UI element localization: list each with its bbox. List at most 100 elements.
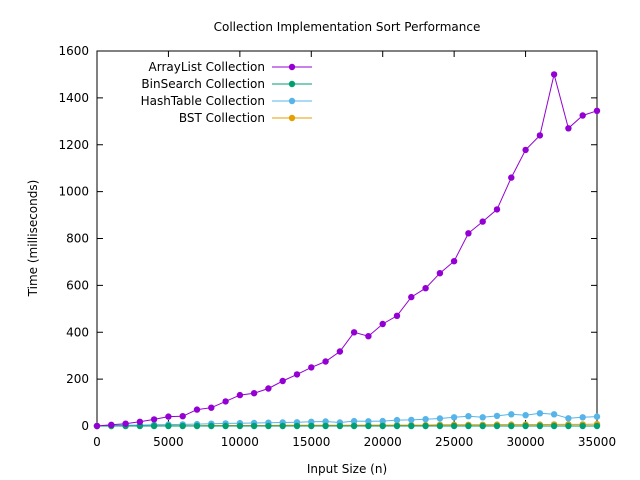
data-point [465,230,472,237]
data-point [479,218,486,225]
x-tick-label: 20000 [364,435,402,449]
y-axis-ticks: 0 200 400 600 800 1000 1200 1400 1600 [58,44,597,433]
data-point [436,415,444,422]
legend-marker [288,97,296,105]
series-line [96,74,598,427]
data-point [450,414,458,421]
legend-marker [288,80,296,88]
data-point [322,418,329,425]
data-point [350,329,358,336]
data-point [379,320,386,328]
legend: ArrayList Collection BinSearch Collection… [141,60,312,125]
data-point [165,422,172,430]
data-point [193,422,201,430]
data-point [250,390,258,397]
data-point [508,422,515,430]
data-point [536,422,544,430]
data-point [208,422,215,430]
y-tick-label: 600 [66,278,89,292]
x-tick-label: 25000 [435,435,473,449]
data-point [450,258,458,265]
data-point [236,422,244,430]
data-point [193,406,201,413]
x-tick-label: 10000 [221,435,259,449]
data-point [165,413,172,420]
x-tick-label: 35000 [578,435,616,449]
data-point [579,422,586,430]
data-point [122,420,129,427]
data-point [279,377,286,385]
data-point [393,422,401,430]
data-point [293,422,301,430]
series-arraylist-collection [93,71,601,430]
data-point [508,411,515,418]
data-point [365,333,372,340]
y-tick-label: 1600 [58,44,89,58]
x-tick-label: 5000 [153,435,184,449]
data-point [493,206,501,213]
data-point [493,412,501,420]
x-axis-label: Input Size (n) [307,462,387,476]
data-point [322,422,329,430]
y-tick-label: 400 [66,325,89,339]
data-point [522,422,529,430]
data-point [436,270,444,277]
data-point [365,418,372,425]
data-point [308,422,315,430]
data-point [393,416,401,424]
data-point [479,422,486,430]
data-point [322,358,329,365]
data-point [493,422,501,430]
data-point [550,71,558,78]
data-point [208,404,215,411]
legend-label: BST Collection [179,111,265,125]
data-point [479,414,486,421]
data-point [593,107,601,115]
data-point [336,348,344,355]
data-point [179,413,186,420]
data-point [279,422,286,430]
data-point [108,421,115,428]
data-point [379,417,386,425]
data-point [522,412,529,419]
y-axis-label: Time (milliseconds) [26,180,40,298]
data-point [450,422,458,430]
data-point [308,364,315,371]
data-point [336,422,344,430]
data-point [379,422,386,430]
data-point [293,371,301,378]
legend-label: BinSearch Collection [141,77,265,91]
data-point [436,422,444,430]
data-point [365,422,372,430]
series-layer [93,71,601,430]
legend-marker [288,63,296,71]
data-point [393,312,401,319]
data-point [565,415,572,422]
data-point [265,385,272,392]
legend-label: HashTable Collection [141,94,265,108]
series-binsearch-collection [93,422,601,430]
series-line [96,412,598,427]
data-point [150,416,158,423]
data-point [250,422,258,430]
data-point [422,285,429,292]
data-point [93,422,101,430]
data-point [593,413,601,420]
data-point [422,422,429,430]
data-point [508,174,515,181]
data-point [265,422,272,430]
data-point [222,422,229,430]
data-point [550,422,558,430]
data-point [579,112,586,119]
data-point [236,391,244,399]
y-tick-label: 0 [81,419,89,433]
x-tick-label: 0 [93,435,101,449]
legend-label: ArrayList Collection [149,60,265,74]
data-point [408,293,415,301]
data-point [150,422,158,430]
data-point [422,416,429,423]
data-point [465,422,472,430]
data-point [536,132,544,139]
y-tick-label: 1000 [58,185,89,199]
